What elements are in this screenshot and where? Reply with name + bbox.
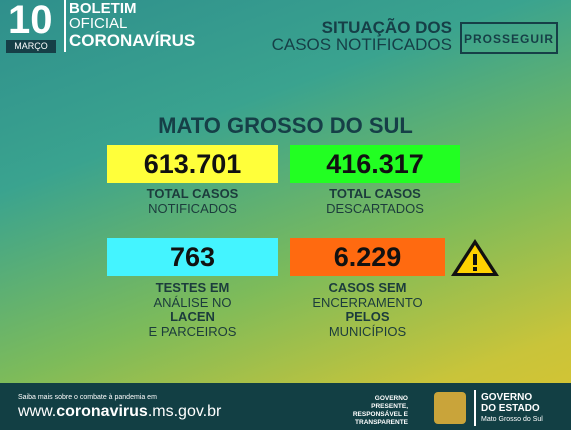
card-value: 416.317 bbox=[290, 145, 460, 183]
state-name: Mato Grosso do Sul bbox=[481, 416, 543, 423]
card-label: CASOS SEM ENCERRAMENTO PELOS MUNICÍPIOS bbox=[290, 280, 445, 339]
text: GOVERNO bbox=[374, 395, 408, 402]
footer-note: Saiba mais sobre o combate à pandemia em bbox=[18, 394, 157, 401]
text: PELOS bbox=[345, 309, 390, 324]
text: MUNICÍPIOS bbox=[328, 323, 407, 339]
text: DESCARTADOS bbox=[326, 200, 424, 216]
state-emblem bbox=[434, 392, 466, 424]
divider bbox=[64, 0, 66, 52]
text: LACEN bbox=[170, 309, 215, 324]
divider bbox=[474, 390, 476, 426]
prosseguir-logo: PROSSEGUIR bbox=[460, 22, 558, 54]
text: PRESENTE, bbox=[371, 403, 408, 410]
card-value: 6.229 bbox=[290, 238, 445, 276]
card-label: TESTES EM ANÁLISE NO LACEN E PARCEIROS bbox=[107, 280, 278, 339]
card-value: 763 bbox=[107, 238, 278, 276]
text: coronavirus bbox=[56, 403, 148, 420]
text: NOTIFICADOS bbox=[148, 200, 237, 216]
text: E PARCEIROS bbox=[148, 323, 237, 339]
month: MARÇO bbox=[6, 40, 56, 53]
text: DO ESTADO bbox=[481, 403, 540, 414]
card-label: TOTAL CASOS NOTIFICADOS bbox=[107, 186, 278, 216]
text: CASOS SEM bbox=[328, 280, 407, 295]
url[interactable]: www.coronavirus.ms.gov.br bbox=[18, 403, 221, 421]
text: TOTAL CASOS bbox=[329, 186, 421, 201]
day: 10 bbox=[8, 0, 53, 42]
situation-1: SITUAÇÃO DOS bbox=[321, 18, 452, 37]
title-3: CORONAVÍRUS bbox=[69, 31, 196, 50]
text: TRANSPARENTE bbox=[355, 419, 408, 426]
government: GOVERNO DO ESTADO bbox=[481, 392, 540, 414]
region: MATO GROSSO DO SUL bbox=[158, 113, 413, 138]
card-value: 613.701 bbox=[107, 145, 278, 183]
text: .ms.gov.br bbox=[147, 403, 222, 420]
title-1: BOLETIM bbox=[69, 0, 137, 17]
warning-icon bbox=[451, 239, 499, 276]
motto: GOVERNO PRESENTE, RESPONSÁVEL E TRANSPARENT… bbox=[348, 395, 408, 427]
text: GOVERNO bbox=[481, 392, 533, 403]
situation-2: CASOS NOTIFICADOS bbox=[271, 35, 452, 54]
text: TOTAL CASOS bbox=[146, 186, 239, 201]
text: www. bbox=[18, 403, 57, 420]
card-label: TOTAL CASOS DESCARTADOS bbox=[290, 186, 460, 216]
title-2: OFICIAL bbox=[69, 15, 128, 32]
text: TESTES EM bbox=[155, 280, 230, 295]
text: RESPONSÁVEL E bbox=[352, 411, 408, 418]
text: ANÁLISE NO bbox=[153, 294, 232, 310]
text: ENCERRAMENTO bbox=[312, 294, 423, 310]
